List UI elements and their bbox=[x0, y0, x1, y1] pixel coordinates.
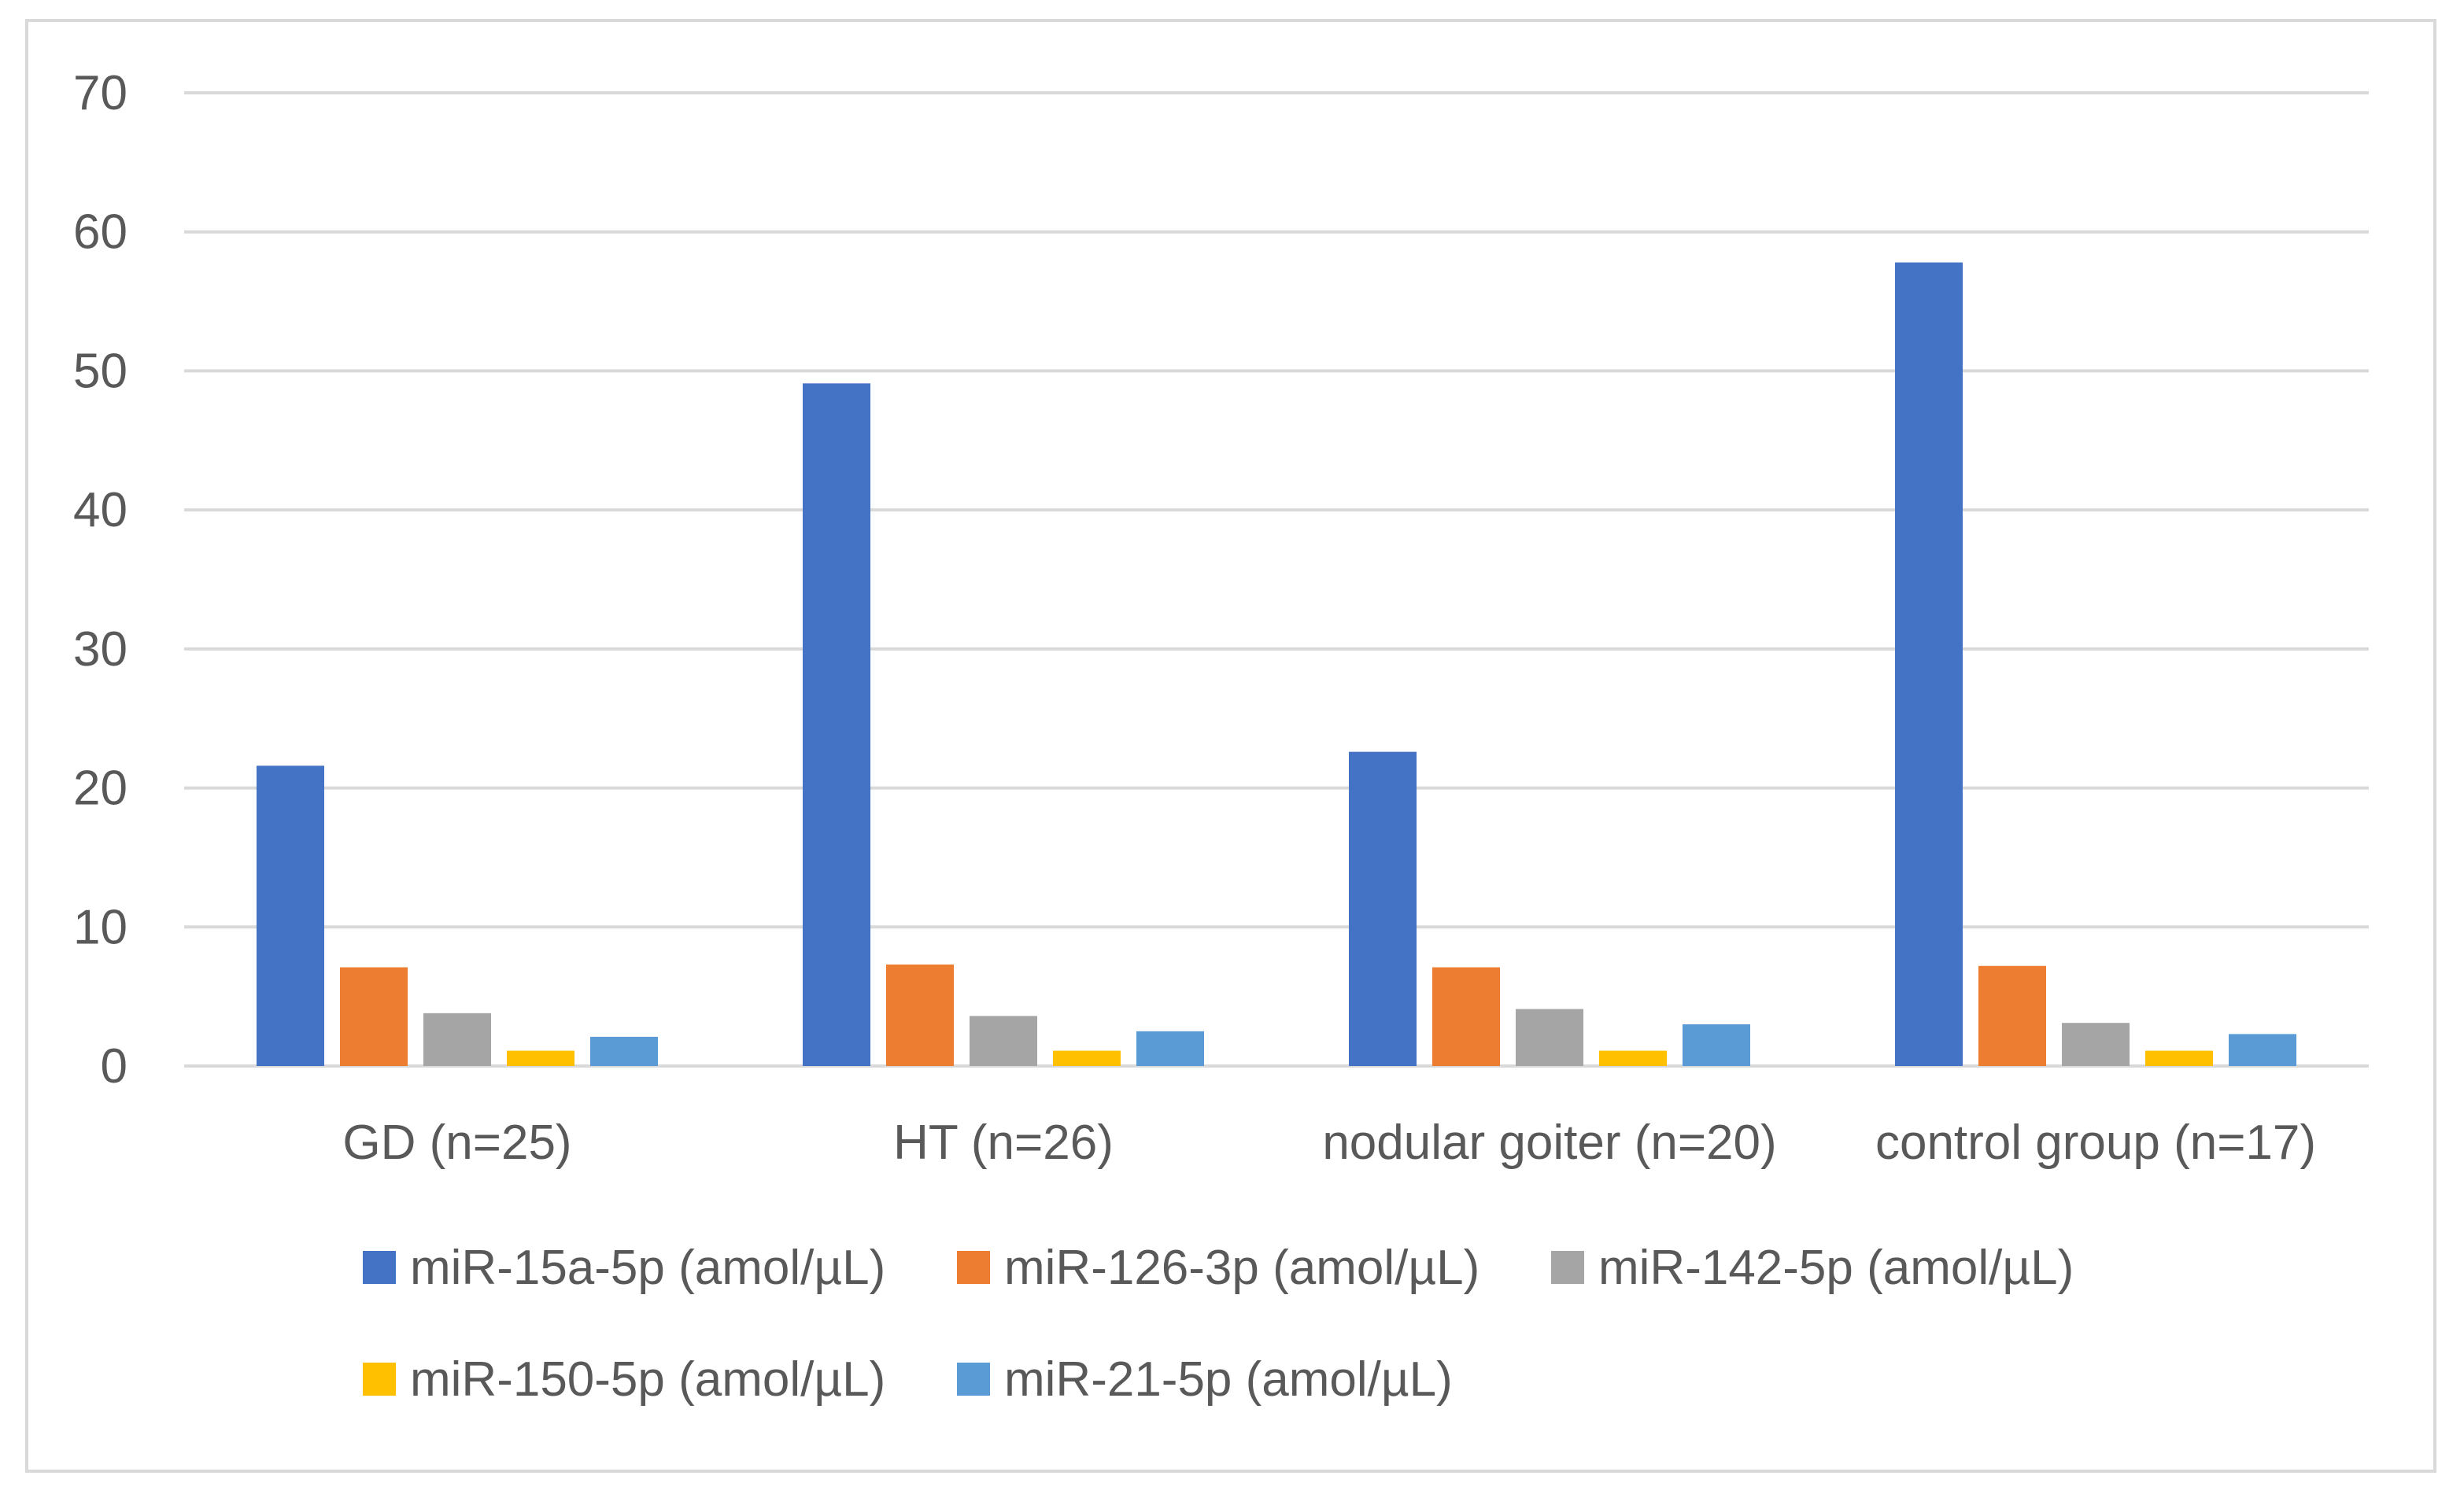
y-tick-label: 50 bbox=[73, 344, 127, 398]
bar-1-2 bbox=[803, 383, 870, 1066]
bar-3-1 bbox=[423, 1013, 491, 1066]
bar-3-2 bbox=[970, 1016, 1037, 1066]
bar-3-4 bbox=[2062, 1023, 2130, 1066]
x-tick-label: HT (n=26) bbox=[893, 1116, 1114, 1170]
legend-label: miR-126-3p (amol/µL) bbox=[1004, 1241, 1480, 1295]
legend-swatch-1 bbox=[363, 1251, 396, 1284]
legend-swatch-4 bbox=[363, 1363, 396, 1396]
y-tick-label: 0 bbox=[101, 1039, 127, 1094]
bar-2-2 bbox=[886, 964, 954, 1066]
bar-4-2 bbox=[1053, 1050, 1121, 1066]
legend-swatch-2 bbox=[957, 1251, 990, 1284]
legend-label: miR-15a-5p (amol/µL) bbox=[410, 1241, 885, 1295]
legend-swatch-3 bbox=[1551, 1251, 1584, 1284]
legend-label: miR-21-5p (amol/µL) bbox=[1004, 1352, 1453, 1407]
x-tick-label: nodular goiter (n=20) bbox=[1322, 1116, 1776, 1170]
y-tick-label: 20 bbox=[73, 762, 127, 816]
legend-label: miR-150-5p (amol/µL) bbox=[410, 1352, 885, 1407]
bar-2-3 bbox=[1432, 967, 1500, 1066]
y-tick-label: 30 bbox=[73, 622, 127, 677]
y-tick-label: 10 bbox=[73, 900, 127, 954]
x-tick-label: control group (n=17) bbox=[1875, 1116, 2316, 1170]
bars bbox=[257, 262, 2296, 1066]
y-tick-label: 70 bbox=[73, 66, 127, 120]
bar-5-4 bbox=[2229, 1034, 2296, 1066]
gridlines bbox=[184, 91, 2369, 1068]
chart-frame bbox=[25, 19, 2436, 1473]
legend-label: miR-142-5p (amol/µL) bbox=[1598, 1241, 2074, 1295]
bar-4-4 bbox=[2145, 1050, 2213, 1066]
x-tick-label: GD (n=25) bbox=[342, 1116, 571, 1170]
y-axis-tick-labels: 0 10 20 30 40 50 60 70 bbox=[73, 66, 127, 1094]
bar-1-1 bbox=[257, 765, 324, 1066]
legend-swatch-5 bbox=[957, 1363, 990, 1396]
bar-4-1 bbox=[507, 1050, 574, 1066]
bar-1-4 bbox=[1895, 262, 1963, 1066]
y-tick-label: 40 bbox=[73, 483, 127, 537]
x-axis-tick-labels: GD (n=25) HT (n=26) nodular goiter (n=20) c… bbox=[342, 1116, 2316, 1170]
bar-4-3 bbox=[1599, 1050, 1667, 1066]
bar-2-1 bbox=[340, 967, 408, 1066]
bar-5-2 bbox=[1136, 1031, 1204, 1066]
legend: miR-15a-5p (amol/µL) miR-126-3p (amol/µL)… bbox=[363, 1241, 2074, 1407]
bar-5-1 bbox=[590, 1036, 658, 1066]
bar-1-3 bbox=[1349, 751, 1417, 1066]
y-tick-label: 60 bbox=[73, 205, 127, 260]
bar-5-3 bbox=[1683, 1024, 1750, 1066]
bar-3-3 bbox=[1516, 1009, 1583, 1066]
bar-2-4 bbox=[1978, 965, 2046, 1066]
